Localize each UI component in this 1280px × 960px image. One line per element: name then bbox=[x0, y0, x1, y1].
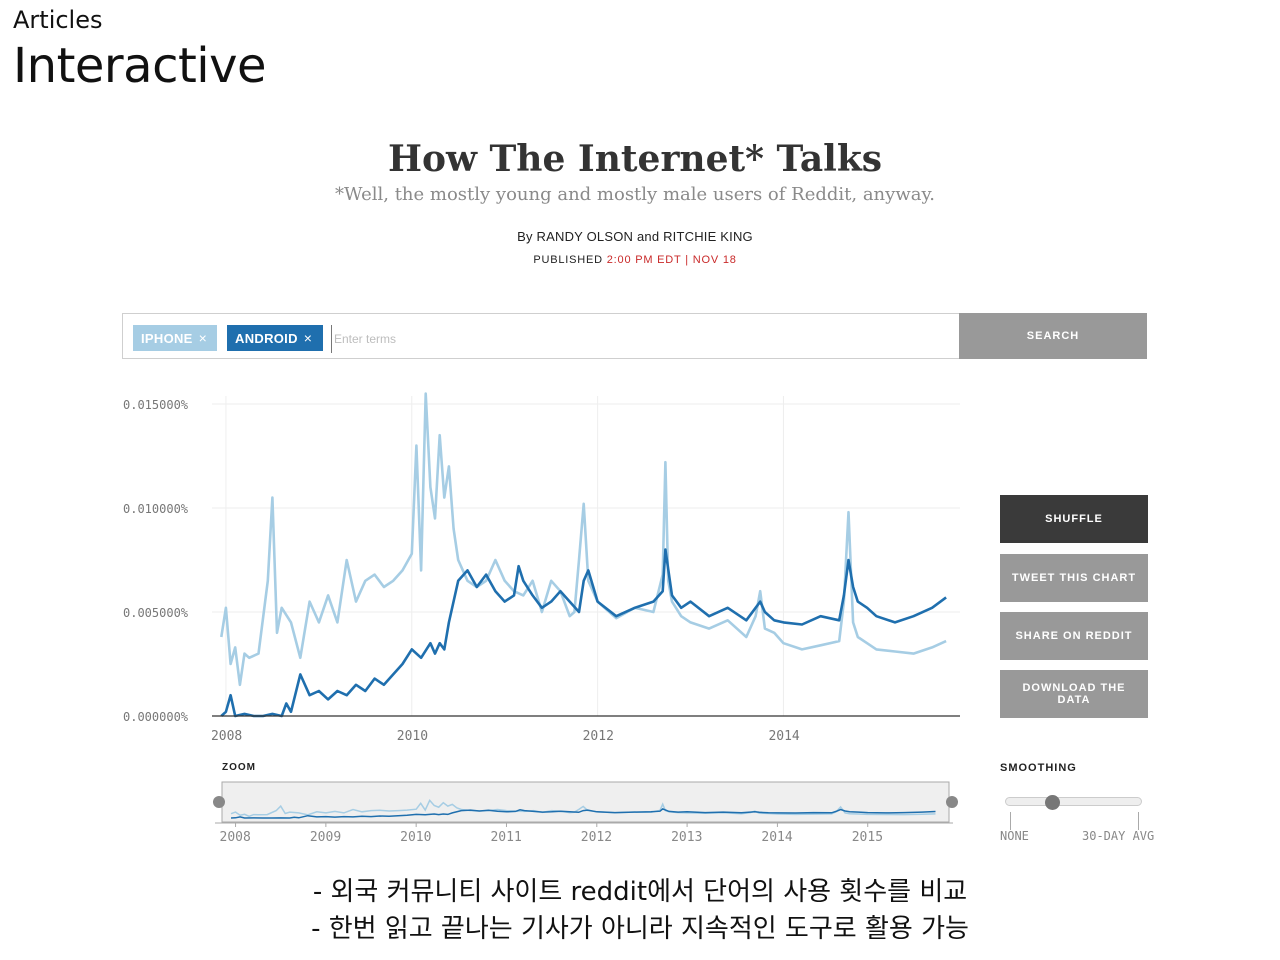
y-axis-labels: 0.000000% 0.005000% 0.010000% 0.015000% bbox=[123, 398, 189, 724]
smoothing-max-label: 30-DAY AVG bbox=[1082, 829, 1155, 843]
zoom-year-label: 2012 bbox=[581, 830, 612, 845]
x-tick-label: 2008 bbox=[211, 729, 242, 744]
remove-tag-icon[interactable]: × bbox=[198, 330, 208, 346]
term-tag-label: ANDROID bbox=[235, 331, 298, 346]
published-line: PUBLISHED 2:00 PM EDT | NOV 18 bbox=[0, 254, 1270, 266]
search-button[interactable]: SEARCH bbox=[959, 313, 1147, 359]
slide-section-label: Articles bbox=[13, 6, 103, 34]
smoothing-slider-track[interactable] bbox=[1005, 797, 1142, 806]
zoom-year-label: 2015 bbox=[852, 830, 883, 845]
article-subtitle: *Well, the mostly young and mostly male … bbox=[335, 184, 935, 205]
note-line-1: - 외국 커뮤니티 사이트 reddit에서 단어의 사용 횟수를 비교 bbox=[312, 877, 968, 907]
y-tick-label: 0.015000% bbox=[123, 398, 189, 412]
remove-tag-icon[interactable]: × bbox=[303, 330, 313, 346]
zoom-year-label: 2011 bbox=[490, 830, 521, 845]
term-tag-iphone[interactable]: IPHONE × bbox=[133, 325, 217, 351]
zoom-year-label: 2010 bbox=[400, 830, 431, 845]
zoom-year-labels: 2008 2009 2010 2011 2012 2013 2014 2015 bbox=[220, 823, 883, 845]
term-tag-label: IPHONE bbox=[141, 331, 193, 346]
smoothing-label: SMOOTHING bbox=[1000, 762, 1077, 774]
smoothing-min-label: NONE bbox=[1000, 829, 1029, 843]
zoom-year-label: 2014 bbox=[761, 830, 792, 845]
byline-prefix: By bbox=[517, 229, 533, 244]
zoom-year-label: 2013 bbox=[671, 830, 702, 845]
zoom-handle-right[interactable] bbox=[946, 796, 958, 808]
byline: By RANDY OLSON and RITCHIE KING bbox=[0, 229, 1270, 244]
zoom-handle-left[interactable] bbox=[213, 796, 225, 808]
x-tick-label: 2014 bbox=[768, 729, 799, 744]
author-link[interactable]: RITCHIE KING bbox=[663, 229, 753, 244]
search-bar: IPHONE × ANDROID × SEARCH bbox=[122, 313, 1147, 359]
series-line-iphone bbox=[220, 392, 947, 687]
zoom-series-line-android bbox=[230, 808, 936, 819]
terms-input[interactable] bbox=[331, 325, 956, 353]
tweet-chart-button[interactable]: TWEET THIS CHART bbox=[1000, 554, 1148, 602]
zoom-year-label: 2009 bbox=[310, 830, 341, 845]
x-axis-labels: 2008 2010 2012 2014 bbox=[211, 729, 800, 744]
article-title: How The Internet* Talks bbox=[387, 138, 883, 180]
y-tick-label: 0.010000% bbox=[123, 502, 189, 516]
x-tick-label: 2010 bbox=[397, 729, 428, 744]
note-line-2: - 한번 읽고 끝나는 기사가 아니라 지속적인 도구로 활용 가능 bbox=[311, 914, 969, 944]
slide-title: Interactive bbox=[13, 38, 267, 94]
share-reddit-button[interactable]: SHARE ON REDDIT bbox=[1000, 612, 1148, 660]
zoom-label: ZOOM bbox=[222, 762, 256, 773]
download-data-button[interactable]: DOWNLOAD THE DATA bbox=[1000, 670, 1148, 718]
zoom-window[interactable] bbox=[221, 781, 950, 823]
zoom-series bbox=[230, 799, 936, 819]
series-line-android bbox=[220, 548, 947, 718]
published-label: PUBLISHED bbox=[533, 254, 603, 266]
published-time: 2:00 PM EDT | NOV 18 bbox=[606, 254, 737, 266]
chart-series bbox=[220, 392, 947, 718]
y-tick-label: 0.005000% bbox=[123, 606, 189, 620]
byline-and: and bbox=[636, 229, 660, 244]
smoothing-tick bbox=[1138, 812, 1139, 830]
smoothing-slider-handle[interactable] bbox=[1045, 795, 1060, 810]
smoothing-tick bbox=[1010, 812, 1011, 830]
author-link[interactable]: RANDY OLSON bbox=[536, 229, 634, 244]
zoom-year-label: 2008 bbox=[220, 830, 251, 845]
x-tick-label: 2012 bbox=[583, 729, 614, 744]
term-tag-android[interactable]: ANDROID × bbox=[227, 325, 323, 351]
shuffle-button[interactable]: SHUFFLE bbox=[1000, 495, 1148, 543]
y-tick-label: 0.000000% bbox=[123, 710, 189, 724]
